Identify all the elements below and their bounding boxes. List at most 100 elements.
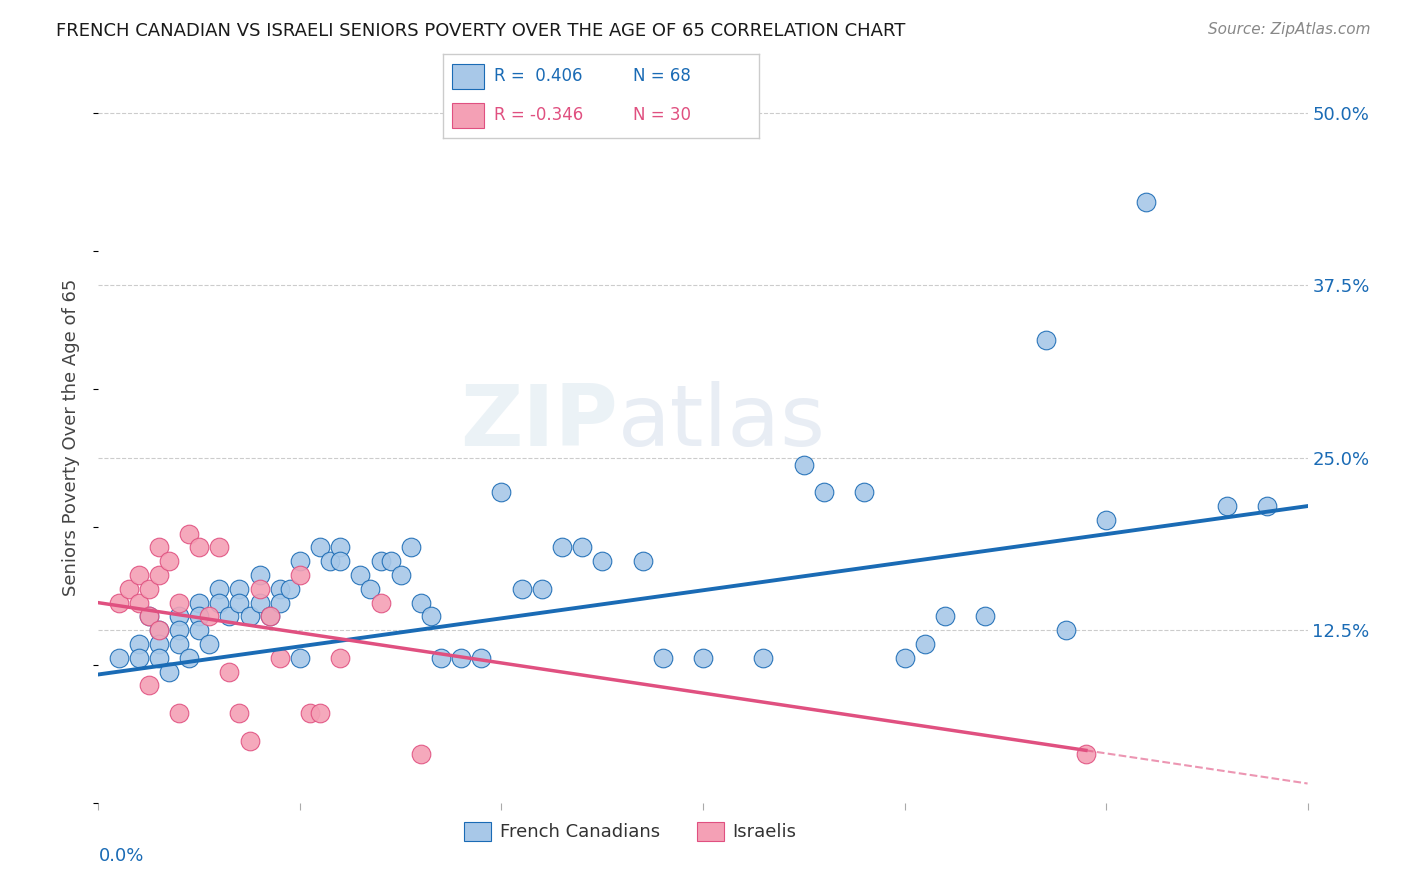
Point (591, 554, 613, 568)
Point (813, 485, 835, 500)
Point (148, 624, 170, 638)
Point (269, 651, 291, 665)
Point (188, 541, 211, 555)
Point (288, 651, 311, 665)
Point (128, 651, 150, 665)
Point (249, 568, 271, 582)
Y-axis label: Seniors Poverty Over the Age of 65: Seniors Poverty Over the Age of 65 (62, 278, 80, 596)
Legend: French Canadians, Israelis: French Canadians, Israelis (457, 814, 804, 848)
Text: N = 30: N = 30 (633, 106, 690, 124)
Text: atlas: atlas (619, 381, 827, 464)
Text: N = 68: N = 68 (633, 68, 690, 86)
Point (914, 637, 936, 651)
Text: ZIP: ZIP (461, 381, 619, 464)
Point (208, 596, 231, 610)
Point (179, 526, 201, 541)
Point (138, 582, 160, 596)
Point (530, 582, 553, 596)
Point (309, 706, 332, 720)
Point (128, 596, 150, 610)
Point (893, 651, 915, 665)
Point (409, 747, 432, 762)
FancyBboxPatch shape (453, 103, 484, 128)
Point (148, 624, 170, 638)
Point (491, 485, 513, 500)
Point (651, 651, 673, 665)
Point (299, 706, 322, 720)
Point (239, 609, 262, 624)
Point (228, 706, 250, 720)
Point (934, 609, 956, 624)
Point (360, 582, 382, 596)
Point (1216, 499, 1239, 513)
Point (188, 624, 211, 638)
Point (118, 582, 141, 596)
Text: 0.0%: 0.0% (98, 847, 143, 864)
Point (752, 651, 775, 665)
Point (329, 541, 352, 555)
Point (551, 541, 574, 555)
Point (218, 665, 240, 679)
Point (188, 609, 211, 624)
Point (167, 624, 190, 638)
Point (380, 554, 402, 568)
Point (269, 596, 291, 610)
Point (228, 596, 250, 610)
Point (329, 651, 352, 665)
Point (249, 596, 271, 610)
Point (1074, 747, 1097, 762)
Point (259, 609, 281, 624)
Point (510, 582, 533, 596)
Point (128, 637, 150, 651)
Point (409, 596, 432, 610)
Point (167, 637, 190, 651)
Point (1256, 499, 1278, 513)
Point (167, 609, 190, 624)
FancyBboxPatch shape (453, 63, 484, 89)
Point (1095, 513, 1118, 527)
Point (631, 554, 654, 568)
Point (370, 554, 392, 568)
Point (288, 568, 311, 582)
Point (399, 541, 422, 555)
Point (974, 609, 997, 624)
Text: R = -0.346: R = -0.346 (494, 106, 582, 124)
Point (239, 733, 262, 747)
Point (269, 582, 291, 596)
Point (1035, 334, 1057, 348)
Point (349, 568, 371, 582)
Point (329, 554, 352, 568)
Point (198, 609, 221, 624)
Point (430, 651, 453, 665)
Point (309, 541, 332, 555)
Point (138, 609, 160, 624)
Point (208, 541, 231, 555)
Point (148, 568, 170, 582)
Text: Source: ZipAtlas.com: Source: ZipAtlas.com (1208, 22, 1371, 37)
Point (1135, 195, 1157, 210)
Point (148, 651, 170, 665)
Point (148, 637, 170, 651)
Point (420, 609, 443, 624)
Point (571, 541, 593, 555)
Point (793, 458, 815, 472)
Point (128, 568, 150, 582)
Point (228, 582, 250, 596)
Text: R =  0.406: R = 0.406 (494, 68, 582, 86)
Point (389, 568, 412, 582)
Point (692, 651, 714, 665)
Point (470, 651, 492, 665)
Point (138, 609, 160, 624)
Point (157, 665, 180, 679)
Point (167, 596, 190, 610)
Point (249, 582, 271, 596)
Point (148, 541, 170, 555)
Point (288, 554, 311, 568)
Point (278, 582, 301, 596)
Point (218, 609, 240, 624)
Point (179, 651, 201, 665)
Point (107, 596, 129, 610)
Point (370, 596, 392, 610)
Point (157, 554, 180, 568)
Point (319, 554, 342, 568)
